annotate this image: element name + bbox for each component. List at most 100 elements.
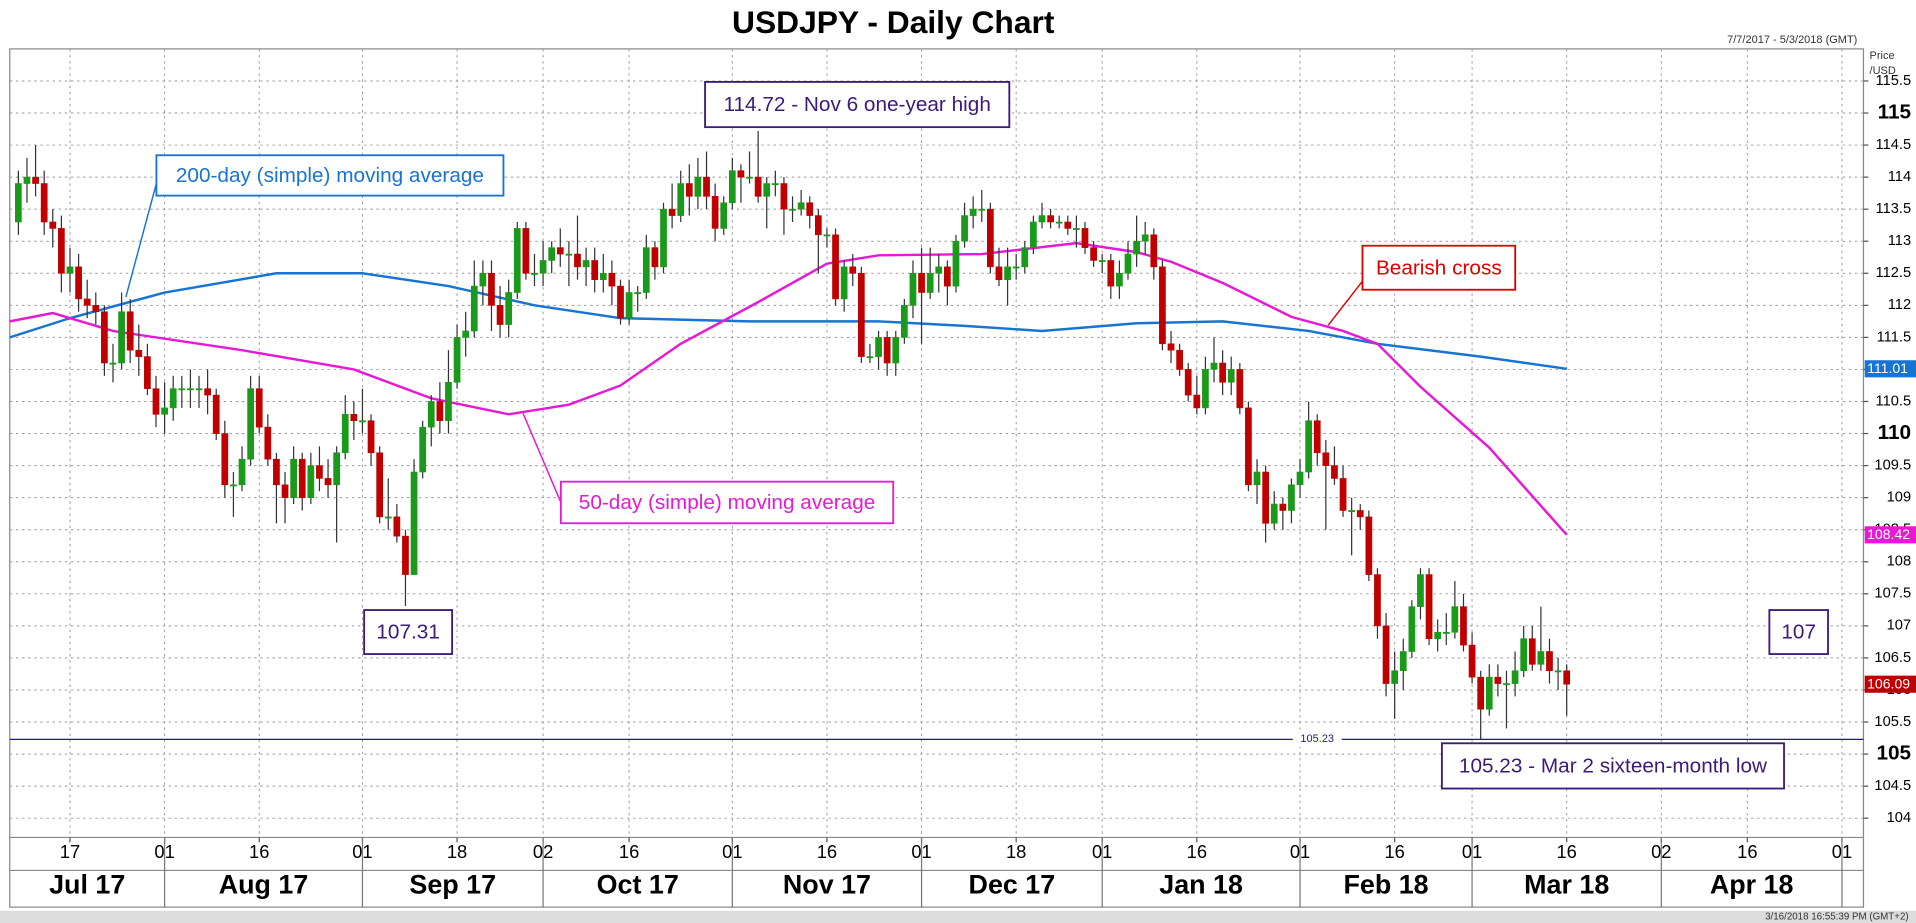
candle-body [238,458,246,486]
plot-frame [9,48,1865,908]
candle-body [1210,362,1218,370]
candle-body [1124,253,1132,274]
candle-body [754,176,762,197]
candle-body [944,266,951,287]
y-tick-label: 105.5 [1874,714,1911,730]
month-label: Jul 17 [49,869,125,899]
candle-body [522,228,530,274]
candle-body [273,458,280,486]
candle-body [548,247,556,261]
candle-body [1434,631,1442,639]
candle-body [918,272,925,293]
candle-body [703,176,710,197]
candle-body [1098,260,1106,262]
annotation-text: 50-day (simple) moving average [579,491,876,514]
candle-body [634,292,642,295]
moving-average-line [9,272,1567,371]
candle-body [247,388,254,460]
candle-body [969,208,977,216]
candle-body [1141,234,1149,242]
candle-body [1322,452,1330,466]
candle-body [445,381,452,422]
candle-body [384,516,392,519]
candle-body [789,208,796,211]
candle-body [1245,407,1252,486]
candle-body [900,305,908,338]
candle-body [1365,516,1373,575]
support-label-bg [1292,732,1342,747]
candle-body [1288,484,1295,511]
candle-body [642,247,650,293]
candle-body [1107,260,1115,287]
support-label: 105.23 [1300,733,1334,745]
candle-body [1081,228,1089,248]
y-tick-label: 104.5 [1874,778,1911,794]
price-tag-label: 106.09 [1867,676,1910,692]
candle-body [840,266,848,300]
candle-body [470,285,478,332]
candle-body [832,234,839,300]
x-tick-label: 18 [447,841,467,862]
candle-body [505,292,513,325]
month-label: Sep 17 [409,869,496,899]
month-label: Apr 18 [1710,869,1794,899]
candle-body [1012,266,1020,269]
candle-body [1339,478,1347,511]
y-tick-label: 111.5 [1877,329,1912,345]
candle-body [1073,228,1080,230]
timestamp: 3/16/2018 16:55:39 PM (GMT+2) [1765,911,1909,922]
candle-body [402,535,409,575]
y-tick-label: 104 [1887,810,1911,826]
x-tick-label: 16 [249,841,269,862]
candle-body [376,452,384,518]
candle-body [1485,676,1493,710]
candle-body [178,388,186,391]
candle-body [685,183,693,197]
candle-body [212,394,220,434]
candle-body [660,208,667,268]
y-tick-label: 107.5 [1874,586,1911,602]
candle-body [92,305,100,313]
candle-body [40,183,48,223]
price-tag [1864,526,1916,544]
candle-body [290,458,297,498]
y-tick-label: 107 [1887,618,1911,634]
candle-body [1391,670,1399,684]
month-label: Dec 17 [969,869,1056,899]
candle-body [1348,510,1356,513]
candle-body [255,388,263,428]
x-tick-label: 16 [1737,841,1757,862]
y-tick-label: 109.5 [1874,457,1911,473]
candle-body [1253,471,1261,486]
candle-body [1382,625,1390,684]
candle-body [419,426,427,473]
candle-body [737,170,745,178]
candle-body [952,240,960,287]
candle-body [599,272,607,280]
candle-body [462,330,470,338]
candle-body [144,356,151,389]
candle-body [617,285,624,319]
candle-body [169,388,177,409]
candle-body [728,170,736,204]
x-tick-label: 16 [817,841,837,862]
candle-body [1176,349,1183,370]
candle-body [1477,676,1485,710]
candle-body [1202,369,1209,409]
y-tick-label: 114 [1888,169,1911,185]
candle-body [513,228,521,293]
candle-body [1193,394,1201,409]
candle-body [324,478,332,486]
month-label: Mar 18 [1524,869,1609,899]
y-tick-label: 106.5 [1874,650,1911,666]
candle-body [1537,651,1545,665]
candle-body [75,266,82,300]
month-label: Nov 17 [783,869,871,899]
y-tick-label: 115.5 [1876,73,1912,89]
candle-body [875,337,882,357]
month-label: Aug 17 [219,869,309,899]
x-tick-label: 16 [1557,841,1577,862]
candle-body [677,183,685,216]
candle-body [608,272,616,287]
